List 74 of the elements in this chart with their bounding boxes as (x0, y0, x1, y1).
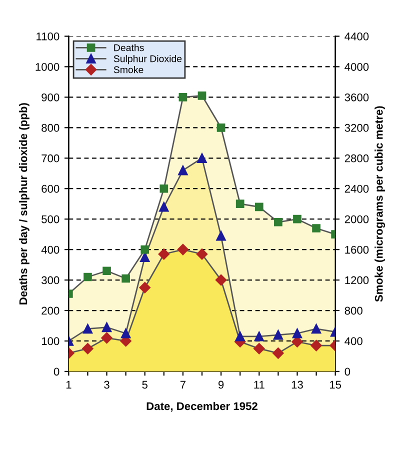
point (293, 214, 302, 224)
point (102, 266, 111, 276)
point (177, 244, 189, 256)
y-tick-label: 800 (42, 124, 60, 132)
y-tick-label: 600 (42, 184, 60, 193)
x-tick-label: 1 (66, 380, 72, 389)
y2-tick-label: 4000 (344, 62, 369, 71)
point (82, 343, 94, 354)
y-tick-label: 100 (42, 337, 60, 346)
x-tick-label: 9 (218, 380, 224, 389)
y-tick-label: 1100 (36, 32, 60, 40)
point (273, 330, 284, 340)
point (272, 348, 284, 359)
point (235, 332, 245, 342)
x-tick-label: 7 (180, 380, 186, 389)
legend-label: Sulphur Dioxide (114, 55, 182, 64)
y2-tick-label: 4400 (344, 32, 369, 40)
point (236, 200, 244, 208)
point (198, 92, 206, 100)
y2-tick-label: 3200 (344, 124, 369, 132)
y-axis-title: Deaths per day / sulphur dioxide (ppb) (19, 103, 30, 304)
point (196, 248, 208, 260)
y-tick-label: 300 (42, 276, 60, 284)
point (274, 218, 282, 226)
point (139, 282, 150, 294)
point (122, 274, 130, 283)
y2-tick-label: 800 (344, 306, 362, 315)
y2-tick-label: 3600 (344, 93, 369, 102)
point (312, 224, 320, 232)
x-tick-label: 15 (330, 380, 342, 389)
legend-label: Deaths (114, 44, 144, 52)
point (254, 343, 265, 354)
point (82, 324, 93, 334)
point (140, 245, 150, 254)
point (216, 123, 226, 132)
point (292, 328, 302, 338)
x-tick-label: 5 (142, 380, 148, 389)
point (197, 153, 207, 163)
y2-tick-label: 1600 (345, 246, 369, 254)
point (178, 93, 188, 102)
point (178, 165, 188, 176)
y2-tick-label: 2000 (344, 215, 369, 224)
y-tick-label: 400 (41, 246, 60, 254)
point (159, 202, 169, 212)
y-tick-label: 900 (42, 93, 60, 102)
x-axis-title: Date, December 1952 (146, 402, 258, 412)
point (254, 202, 264, 212)
point (158, 248, 170, 260)
y2-tick-label: 2400 (344, 184, 369, 193)
point (140, 252, 150, 262)
y-tick-label: 500 (42, 215, 60, 224)
y-tick-label: 700 (42, 154, 60, 162)
y-tick-label: 0 (54, 368, 60, 376)
point (160, 184, 168, 193)
point (120, 328, 131, 338)
y2-tick-label: 1200 (345, 276, 369, 284)
x-tick-label: 11 (254, 380, 264, 389)
point (311, 324, 322, 334)
y-tick-label: 200 (42, 306, 60, 315)
legend-label: Smoke (114, 66, 144, 74)
y2-axis-title: Smoke (micrograms per cubic metre) (374, 106, 386, 302)
x-tick-label: 13 (292, 380, 303, 389)
point (310, 340, 322, 352)
point (102, 322, 112, 332)
y2-tick-label: 2800 (344, 154, 369, 162)
point (254, 332, 264, 342)
point (216, 230, 226, 241)
y2-tick-label: 400 (344, 337, 362, 346)
point (101, 332, 112, 344)
point (215, 274, 227, 286)
x-tick-label: 3 (104, 380, 110, 389)
y2-tick-label: 0 (344, 368, 350, 376)
y-tick-label: 1000 (36, 62, 60, 71)
point (84, 272, 92, 282)
